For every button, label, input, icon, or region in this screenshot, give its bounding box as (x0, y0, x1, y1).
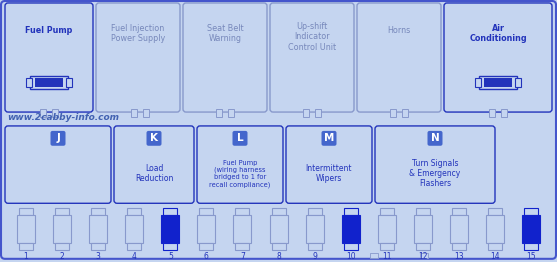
Bar (484, 78, 512, 87)
Text: Up-shift
Indicator
Control Unit: Up-shift Indicator Control Unit (288, 22, 336, 52)
Bar (450, 215, 468, 243)
Bar (1, 114, 556, 124)
Text: 15: 15 (526, 252, 536, 261)
FancyBboxPatch shape (96, 3, 180, 112)
Bar (236, 208, 250, 215)
Bar (199, 243, 213, 250)
Bar (197, 215, 216, 243)
Text: L: L (237, 133, 243, 143)
Text: Intermittent
Wipers: Intermittent Wipers (306, 164, 352, 183)
Bar (26, 78, 32, 87)
Bar (475, 78, 481, 87)
FancyBboxPatch shape (428, 131, 442, 146)
Bar (91, 208, 105, 215)
Bar (19, 208, 33, 215)
Bar (89, 215, 107, 243)
Text: Air
Conditioning: Air Conditioning (469, 24, 527, 43)
Bar (380, 243, 394, 250)
Bar (66, 78, 72, 87)
Bar (524, 243, 538, 250)
Text: Fuel Pump
(wiring harness
bridged to 1 for
recall compliance): Fuel Pump (wiring harness bridged to 1 f… (209, 160, 271, 188)
Bar (370, 253, 378, 258)
Bar (488, 208, 502, 215)
Bar (452, 208, 466, 215)
Text: Load
Reduction: Load Reduction (135, 164, 173, 183)
Text: 5: 5 (168, 252, 173, 261)
Bar (515, 78, 521, 87)
Text: Turn Signals
& Emergency
Flashers: Turn Signals & Emergency Flashers (409, 159, 461, 188)
Bar (30, 76, 68, 89)
Bar (271, 243, 286, 250)
Text: 8: 8 (276, 252, 281, 261)
Text: J: J (56, 133, 60, 143)
Bar (341, 215, 360, 243)
Bar (216, 109, 222, 117)
FancyBboxPatch shape (321, 131, 336, 146)
FancyBboxPatch shape (5, 126, 111, 203)
Bar (380, 208, 394, 215)
Text: 11: 11 (382, 252, 392, 261)
Bar (52, 109, 58, 117)
Text: 12: 12 (418, 252, 428, 261)
Bar (19, 243, 33, 250)
Text: 4: 4 (132, 252, 136, 261)
Bar (55, 208, 69, 215)
Bar (236, 243, 250, 250)
Bar (127, 208, 141, 215)
Bar (163, 208, 177, 215)
Bar (486, 215, 504, 243)
Bar (489, 109, 495, 117)
Bar (306, 215, 324, 243)
FancyBboxPatch shape (375, 126, 495, 203)
Bar (344, 243, 358, 250)
Text: Horns: Horns (387, 26, 411, 35)
Bar (501, 109, 507, 117)
FancyBboxPatch shape (270, 3, 354, 112)
Bar (125, 215, 143, 243)
Bar (315, 109, 321, 117)
FancyBboxPatch shape (197, 126, 283, 203)
Bar (91, 243, 105, 250)
Bar (40, 109, 46, 117)
Text: N: N (431, 133, 439, 143)
Bar (131, 109, 137, 117)
FancyBboxPatch shape (357, 3, 441, 112)
Bar (55, 243, 69, 250)
Bar (452, 243, 466, 250)
Bar (522, 215, 540, 243)
Text: 14: 14 (490, 252, 500, 261)
Bar (488, 243, 502, 250)
Text: 7: 7 (240, 252, 245, 261)
FancyBboxPatch shape (51, 131, 66, 146)
FancyBboxPatch shape (286, 126, 372, 203)
Bar (524, 208, 538, 215)
Bar (420, 253, 428, 258)
Text: 2: 2 (60, 252, 65, 261)
FancyBboxPatch shape (232, 131, 247, 146)
Bar (307, 208, 321, 215)
Text: 1: 1 (23, 252, 28, 261)
Bar (479, 76, 517, 89)
Text: 10: 10 (346, 252, 355, 261)
Text: www.2cabby-info.com: www.2cabby-info.com (7, 112, 119, 122)
FancyBboxPatch shape (5, 3, 93, 112)
Bar (199, 208, 213, 215)
FancyBboxPatch shape (444, 3, 552, 112)
Bar (378, 215, 395, 243)
Bar (416, 208, 430, 215)
Bar (162, 215, 179, 243)
Text: 9: 9 (312, 252, 317, 261)
FancyBboxPatch shape (146, 131, 162, 146)
Bar (228, 109, 234, 117)
Bar (17, 215, 35, 243)
FancyBboxPatch shape (183, 3, 267, 112)
Bar (303, 109, 309, 117)
Bar (270, 215, 287, 243)
Bar (402, 109, 408, 117)
FancyBboxPatch shape (114, 126, 194, 203)
Text: M: M (324, 133, 334, 143)
Bar (233, 215, 251, 243)
Text: Fuel Injection
Power Supply: Fuel Injection Power Supply (111, 24, 165, 43)
Bar (127, 243, 141, 250)
